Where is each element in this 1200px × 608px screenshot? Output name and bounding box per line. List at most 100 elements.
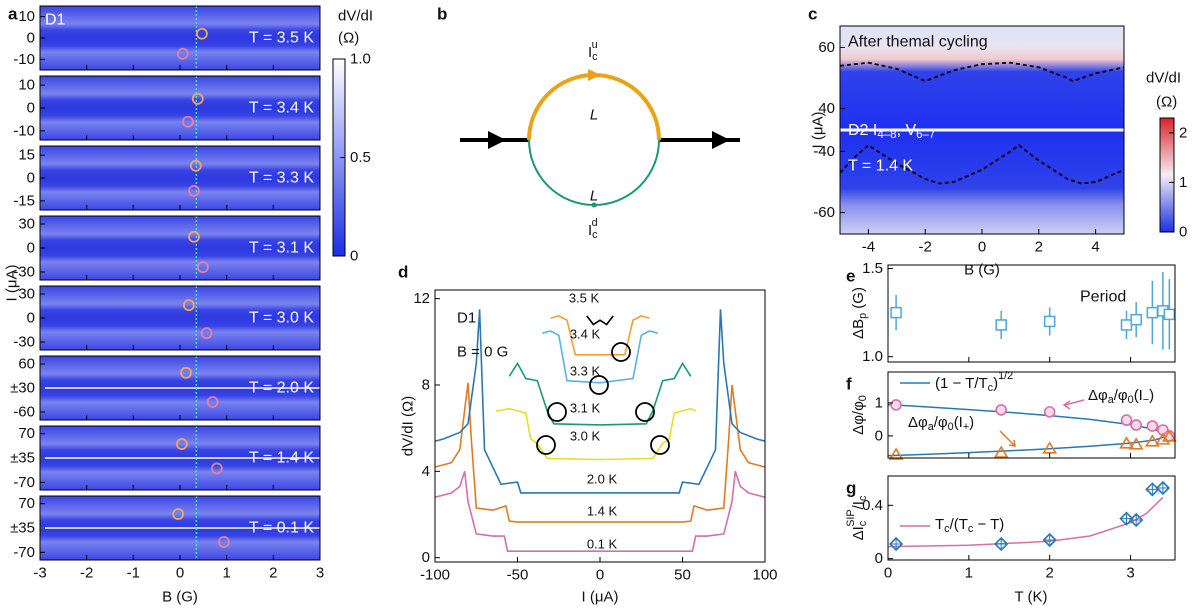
marker <box>1043 315 1056 328</box>
marker <box>1128 437 1144 450</box>
panel-title: T = 3.1 K <box>249 240 314 257</box>
marker <box>189 159 202 172</box>
y-tick-label: 1 <box>875 394 883 411</box>
marker <box>1130 419 1142 431</box>
x-axis-label: B (G) <box>964 262 1000 279</box>
x-tick-label: -100 <box>420 567 450 584</box>
fit-curve <box>839 61 1125 83</box>
sample-label: D1 <box>45 12 66 29</box>
heatmap <box>40 6 320 70</box>
series-label: 3.1 K <box>570 401 601 416</box>
y-tick-label: 1.0 <box>862 348 883 365</box>
marker <box>175 438 188 450</box>
y-axis-label-part: ΔI <box>850 526 867 540</box>
y-axis-label-part: 0 <box>857 395 869 401</box>
current-label-part: d <box>592 217 598 229</box>
x-tick-label: 0 <box>978 239 986 256</box>
inductance-label: L <box>590 107 598 124</box>
fit-label: Tc/(Tc − T) <box>935 516 1004 536</box>
fit-curve <box>887 496 1164 548</box>
arrow <box>488 131 506 149</box>
y-axis-label-part: /I <box>850 501 867 509</box>
x-tick-label: 2 <box>269 565 277 582</box>
x-tick-label: 0 <box>884 565 892 582</box>
x-tick-label: 3 <box>316 565 324 582</box>
y-axis-label: dV/dI (Ω) <box>400 396 417 456</box>
marker-cross <box>890 538 903 550</box>
x-tick-label: 1 <box>222 565 230 582</box>
y-tick-label: -60 <box>813 204 835 221</box>
y-tick-label: 0 <box>27 30 35 47</box>
marker <box>1163 308 1176 321</box>
colorbar-label: dV/dI <box>1146 70 1181 87</box>
junction <box>591 202 597 208</box>
data-line <box>550 315 650 356</box>
panel-title: T = 1.4 K <box>249 450 314 467</box>
annotation-part: 4–8 <box>877 129 896 141</box>
arrow <box>712 131 730 149</box>
heatmap <box>40 286 320 350</box>
series-label-part: a <box>1108 394 1114 406</box>
annotation: D1 <box>457 310 476 327</box>
y-axis-label-part: c <box>857 495 869 501</box>
panel-title: T = 3.0 K <box>249 310 314 327</box>
marker <box>890 306 902 319</box>
series-label-part: (I <box>954 414 963 431</box>
series-label: 3.3 K <box>570 364 601 379</box>
fit-label-part: c <box>968 523 974 535</box>
data-line <box>586 315 614 326</box>
current-label-part: c <box>592 229 598 241</box>
series-label-part: /φ <box>1114 387 1128 404</box>
marker <box>1146 306 1159 319</box>
y-tick-label: 70 <box>18 495 35 512</box>
fit-label-part: ) <box>993 375 998 392</box>
panel-letter: g <box>846 479 856 498</box>
series-label-part: + <box>963 421 969 433</box>
annotation-part: 6–7 <box>916 129 935 141</box>
data-line <box>434 309 766 494</box>
y-tick-label: 60 <box>818 39 835 56</box>
frame <box>887 475 1176 561</box>
series-label-part: ) <box>1149 387 1154 404</box>
highlight-circle <box>589 375 609 395</box>
y-tick-label: 2 <box>1179 124 1187 141</box>
series-label: 0.1 K <box>587 537 618 552</box>
marker <box>182 299 195 312</box>
x-tick-label: 2 <box>1046 565 1054 582</box>
marker <box>890 399 902 411</box>
y-tick-label: 0.5 <box>350 149 371 166</box>
y-tick-label: 60 <box>18 356 35 373</box>
x-axis-label: T (K) <box>1014 589 1047 606</box>
y-tick-label: 1.0 <box>350 51 371 68</box>
fit-label-part: /(T <box>950 516 968 533</box>
panel-letter: c <box>808 5 817 24</box>
marker <box>1146 420 1159 432</box>
marker <box>1120 319 1133 331</box>
marker <box>1119 436 1134 449</box>
y-tick-label: -60 <box>13 404 35 421</box>
y-axis-label-part: p <box>857 313 869 319</box>
series-label: Δφa/φ0(I−) <box>1088 387 1154 407</box>
highlight-circle <box>650 435 670 455</box>
marker <box>191 92 204 105</box>
highlight-circle <box>536 435 556 455</box>
x-tick-label: -1 <box>127 565 140 582</box>
inductance-label: L <box>590 188 598 205</box>
marker <box>1042 441 1058 454</box>
marker <box>1144 434 1160 447</box>
marker-cross <box>1043 534 1056 546</box>
series-label: 3.4 K <box>570 327 601 342</box>
y-tick-label: 0.4 <box>862 497 883 514</box>
y-tick-label: 70 <box>18 425 35 442</box>
marker-cross <box>1130 514 1143 526</box>
data-line <box>508 361 692 426</box>
highlight-circle <box>635 402 655 422</box>
marker <box>196 261 209 274</box>
y-axis-label-part: (G) <box>850 287 867 313</box>
current-label-part: u <box>592 39 598 51</box>
panel-title: T = 0.1 K <box>249 520 314 537</box>
colorbar-label: dV/dI <box>338 8 373 25</box>
y-tick-label: 0 <box>27 240 35 257</box>
x-tick-label: -50 <box>507 567 529 584</box>
